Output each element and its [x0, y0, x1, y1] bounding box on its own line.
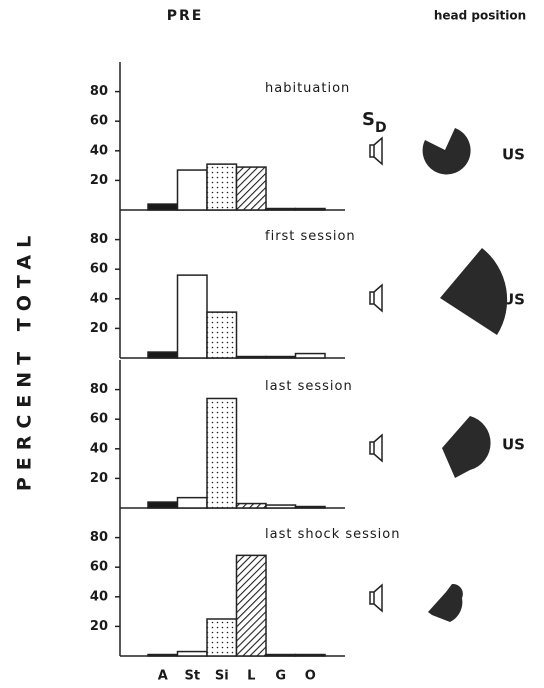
bar	[176, 496, 208, 509]
x-tick-label: O	[305, 669, 316, 684]
speaker-icons	[369, 136, 383, 613]
us-label: US	[502, 436, 525, 454]
bar	[206, 397, 238, 509]
stimulus-subscript: D	[375, 120, 387, 136]
bar	[176, 274, 208, 359]
y-tick-label: 60	[90, 114, 108, 129]
stimulus-symbol: S	[362, 109, 375, 130]
y-tick-label: 20	[90, 471, 108, 486]
bar	[294, 505, 326, 509]
panel-title: habituation	[265, 81, 350, 96]
us-label: US	[502, 291, 525, 309]
y-tick-label: 60	[90, 412, 108, 427]
y-tick-label: 80	[90, 382, 108, 397]
title: PRE	[167, 8, 204, 24]
y-tick-label: 60	[90, 262, 108, 277]
y-tick-label: 80	[90, 232, 108, 247]
y-tick-label: 60	[90, 560, 108, 575]
bar	[235, 355, 267, 359]
bar	[206, 311, 238, 359]
bar	[176, 169, 208, 211]
bar	[147, 351, 179, 359]
bar	[265, 207, 297, 211]
panel-title: first session	[265, 229, 356, 244]
y-tick-label: 20	[90, 321, 108, 336]
y-tick-label: 40	[90, 143, 108, 158]
y-tick-label: 40	[90, 291, 108, 306]
bar	[265, 355, 297, 359]
bar	[235, 166, 267, 211]
bar	[147, 501, 179, 509]
panel-title: last shock session	[265, 527, 400, 542]
y-tick-label: 20	[90, 619, 108, 634]
x-tick-label: St	[184, 669, 200, 684]
x-tick-label: G	[275, 669, 286, 684]
x-tick-label: Si	[215, 669, 229, 684]
bar	[235, 502, 267, 509]
head-label: head position	[434, 9, 526, 23]
y-tick-label: 80	[90, 530, 108, 545]
bar	[206, 618, 238, 657]
y-axis-label: PERCENT TOTAL	[14, 229, 36, 491]
bar	[176, 650, 208, 657]
bar	[294, 653, 326, 657]
bar	[265, 653, 297, 657]
y-tick-label: 40	[90, 589, 108, 604]
bar	[294, 207, 326, 211]
us-label: US	[502, 146, 525, 164]
bar	[147, 653, 179, 657]
bar	[147, 203, 179, 211]
bar	[206, 163, 238, 211]
x-tick-label: A	[158, 669, 168, 684]
y-tick-label: 20	[90, 173, 108, 188]
bar	[265, 504, 297, 509]
y-tick-label: 40	[90, 441, 108, 456]
panel-title: last session	[265, 379, 353, 394]
bar	[294, 352, 326, 359]
x-tick-label: L	[247, 669, 255, 684]
bar	[235, 554, 267, 657]
head-positions	[422, 128, 508, 622]
y-tick-label: 80	[90, 84, 108, 99]
